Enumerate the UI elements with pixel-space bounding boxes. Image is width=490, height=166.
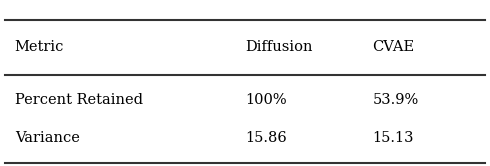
Text: Metric: Metric: [15, 40, 64, 54]
Text: Variance: Variance: [15, 131, 79, 145]
Text: CVAE: CVAE: [372, 40, 415, 54]
Text: 100%: 100%: [245, 93, 287, 107]
Text: Diffusion: Diffusion: [245, 40, 313, 54]
Text: 53.9%: 53.9%: [372, 93, 418, 107]
Text: Percent Retained: Percent Retained: [15, 93, 143, 107]
Text: 15.13: 15.13: [372, 131, 414, 145]
Text: 15.86: 15.86: [245, 131, 287, 145]
